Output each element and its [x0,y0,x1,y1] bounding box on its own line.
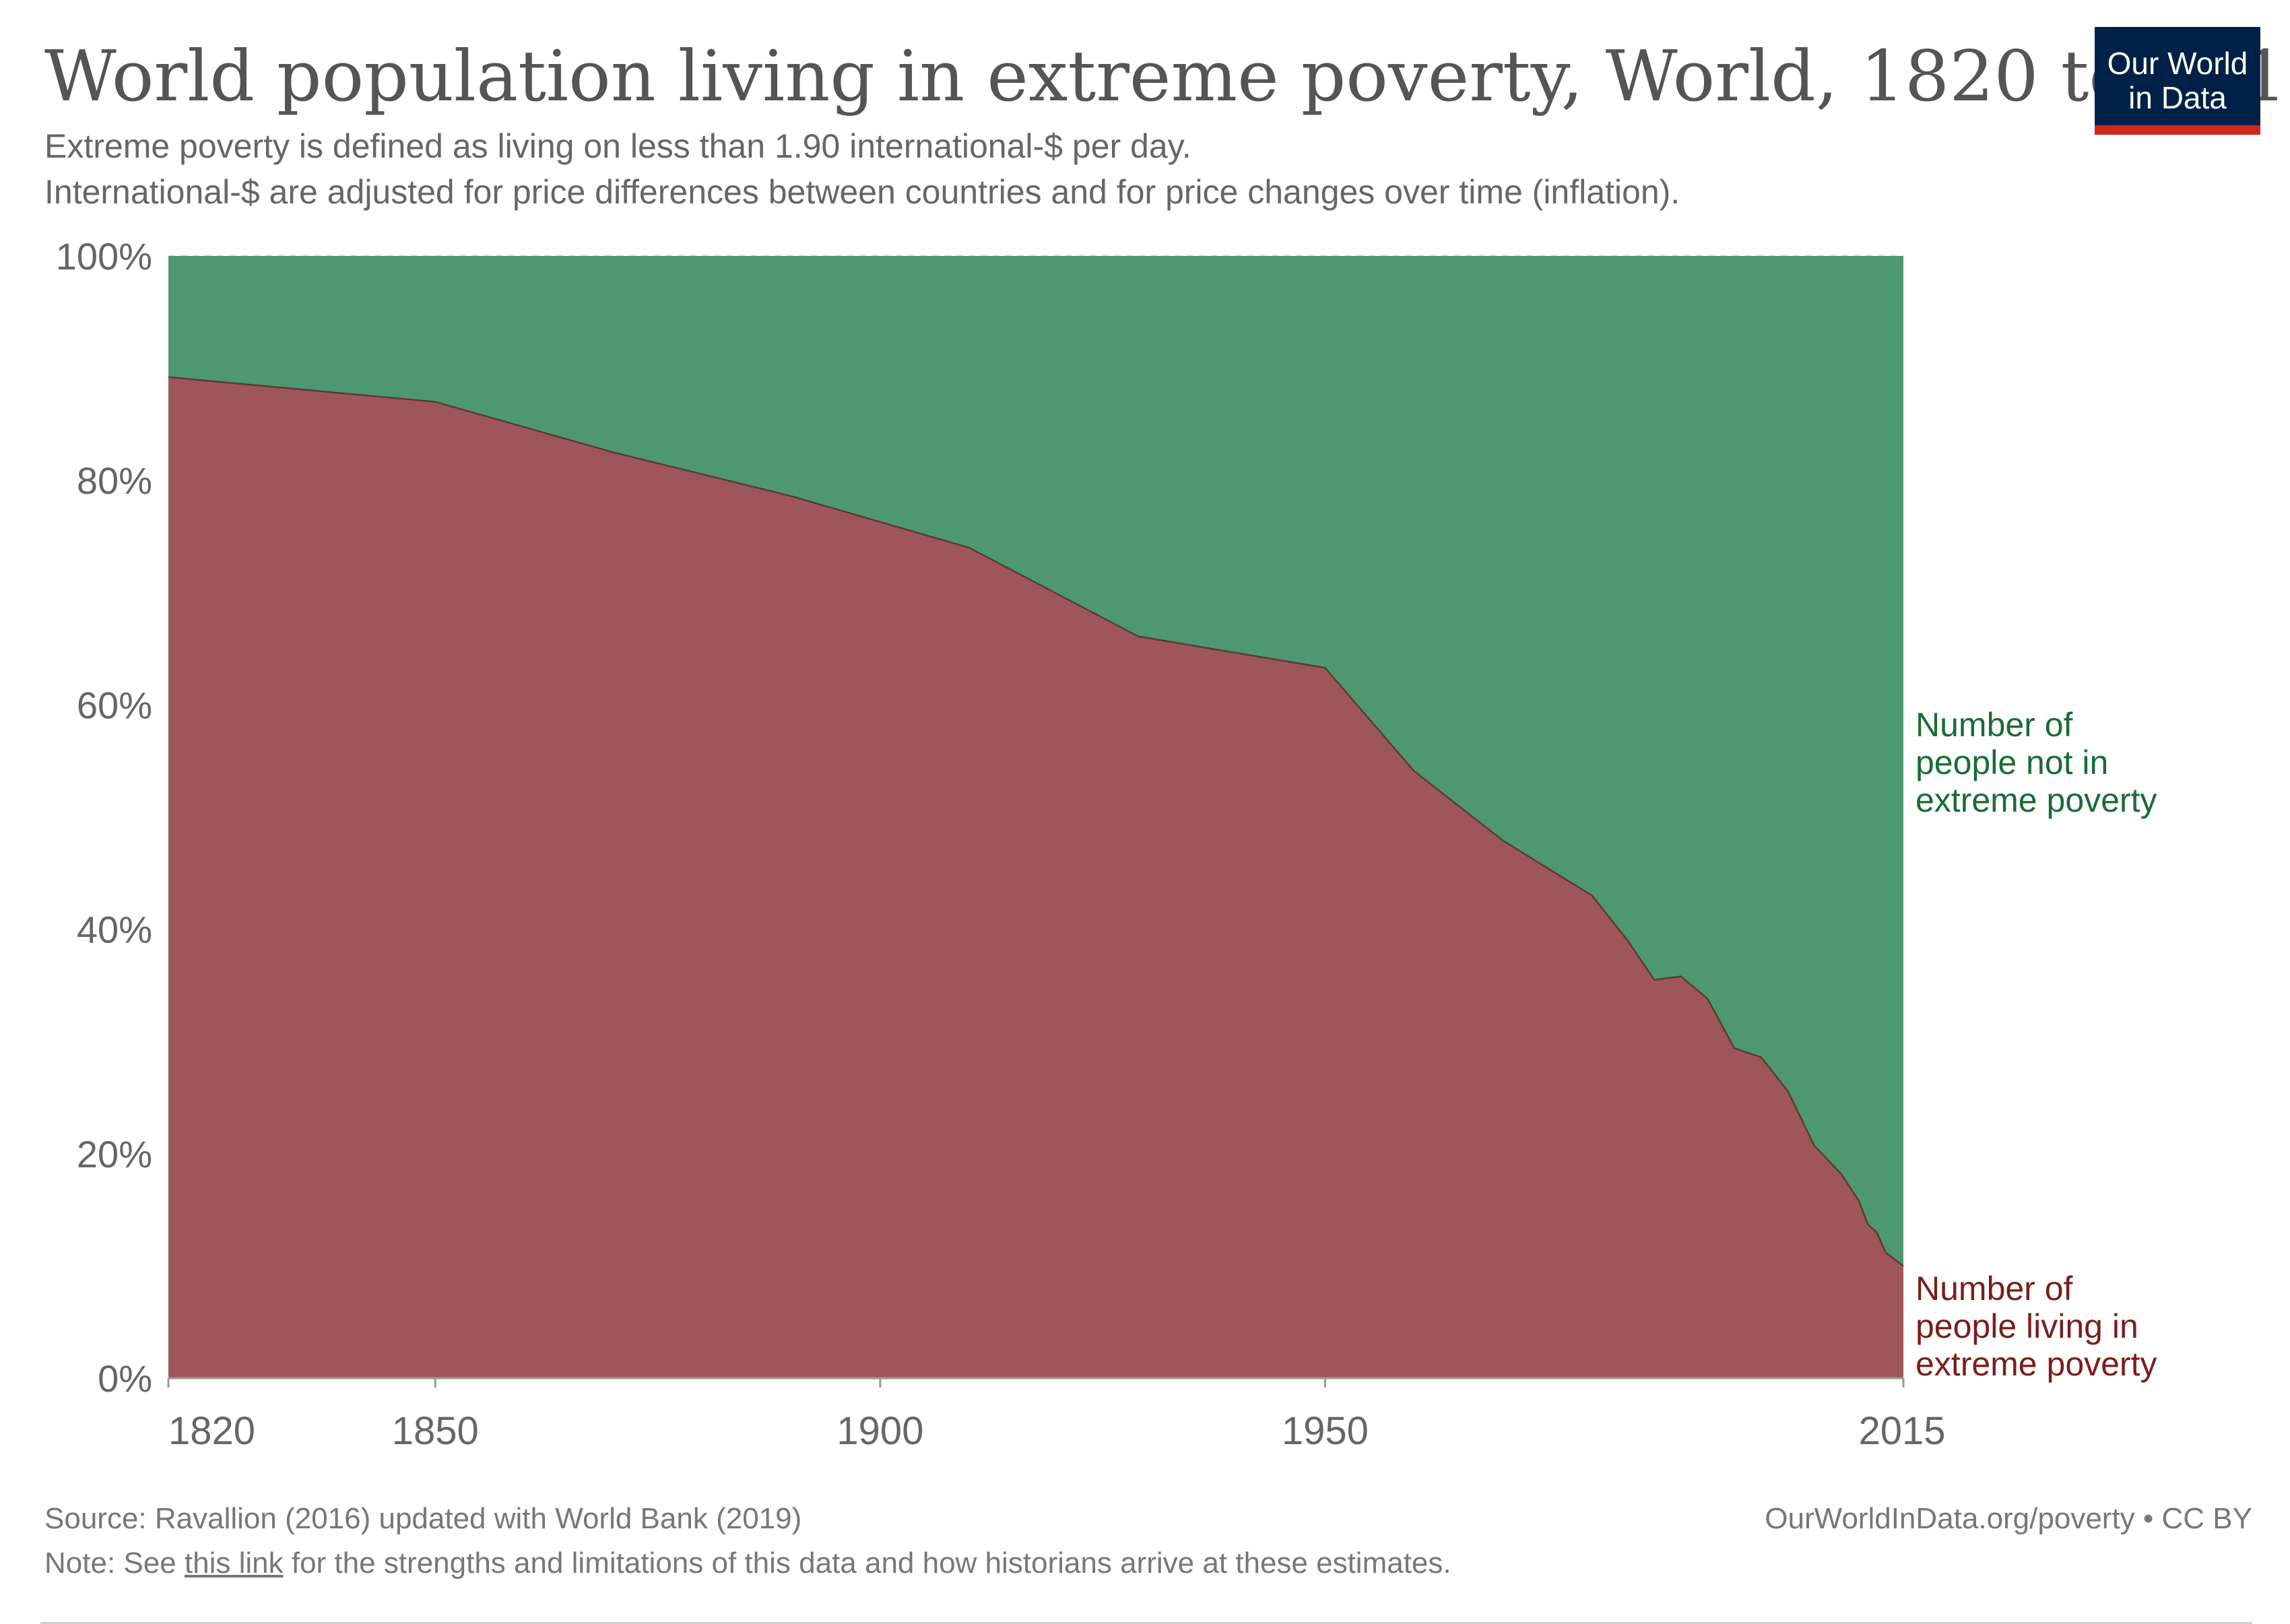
y-tick-label: 40% [77,909,152,951]
y-tick-label: 60% [77,684,152,726]
y-tick-label: 0% [98,1357,152,1400]
note-text: Note: See this link for the strengths an… [44,1547,1451,1580]
y-tick-label: 20% [77,1133,152,1175]
y-tick-label: 100% [56,235,152,278]
series-labels: Number of people not in extreme poverty Num… [1916,706,2157,1383]
area-in-extreme-poverty [168,377,1903,1378]
label-not-in-extreme-poverty: Number of people not in extreme poverty [1916,706,2157,819]
x-tick-label: 1900 [837,1409,923,1453]
chart-subtitle-line-2: International-$ are adjusted for price d… [44,173,1680,211]
y-tick-label: 80% [77,459,152,502]
label-in-extreme-poverty: Number of people living in extreme poverty [1916,1270,2157,1383]
series-areas [168,256,1904,1378]
chart-title: World population living in extreme pover… [44,35,2290,117]
logo-text-line-2: in Data [2128,80,2227,115]
poverty-boundary-line [168,376,1904,1267]
source-text: Source: Ravallion (2016) updated with Wo… [44,1502,802,1535]
logo-accent-bar [2095,125,2260,135]
owid-logo[interactable]: Our World in Data [2095,27,2260,135]
note-link[interactable]: this link [184,1547,284,1580]
chart-subtitle-line-1: Extreme poverty is defined as living on … [44,127,1191,165]
x-tick-label: 1950 [1282,1409,1369,1453]
note-prefix: Note: See [44,1547,185,1580]
x-tick-label: 1820 [168,1409,255,1453]
attribution-link[interactable]: OurWorldInData.org/poverty • CC BY [1765,1502,2252,1535]
axes: 0% 20% 40% 60% 80% 100% 1820 1850 1900 1950 2015 [56,235,1946,1453]
x-tick-label: 1850 [392,1409,479,1453]
x-tick-label: 2015 [1858,1409,1945,1453]
area-not-in-extreme-poverty [168,256,1903,1266]
logo-text-line-1: Our World [2107,46,2248,82]
note-suffix: for the strengths and limitations of thi… [283,1547,1451,1580]
